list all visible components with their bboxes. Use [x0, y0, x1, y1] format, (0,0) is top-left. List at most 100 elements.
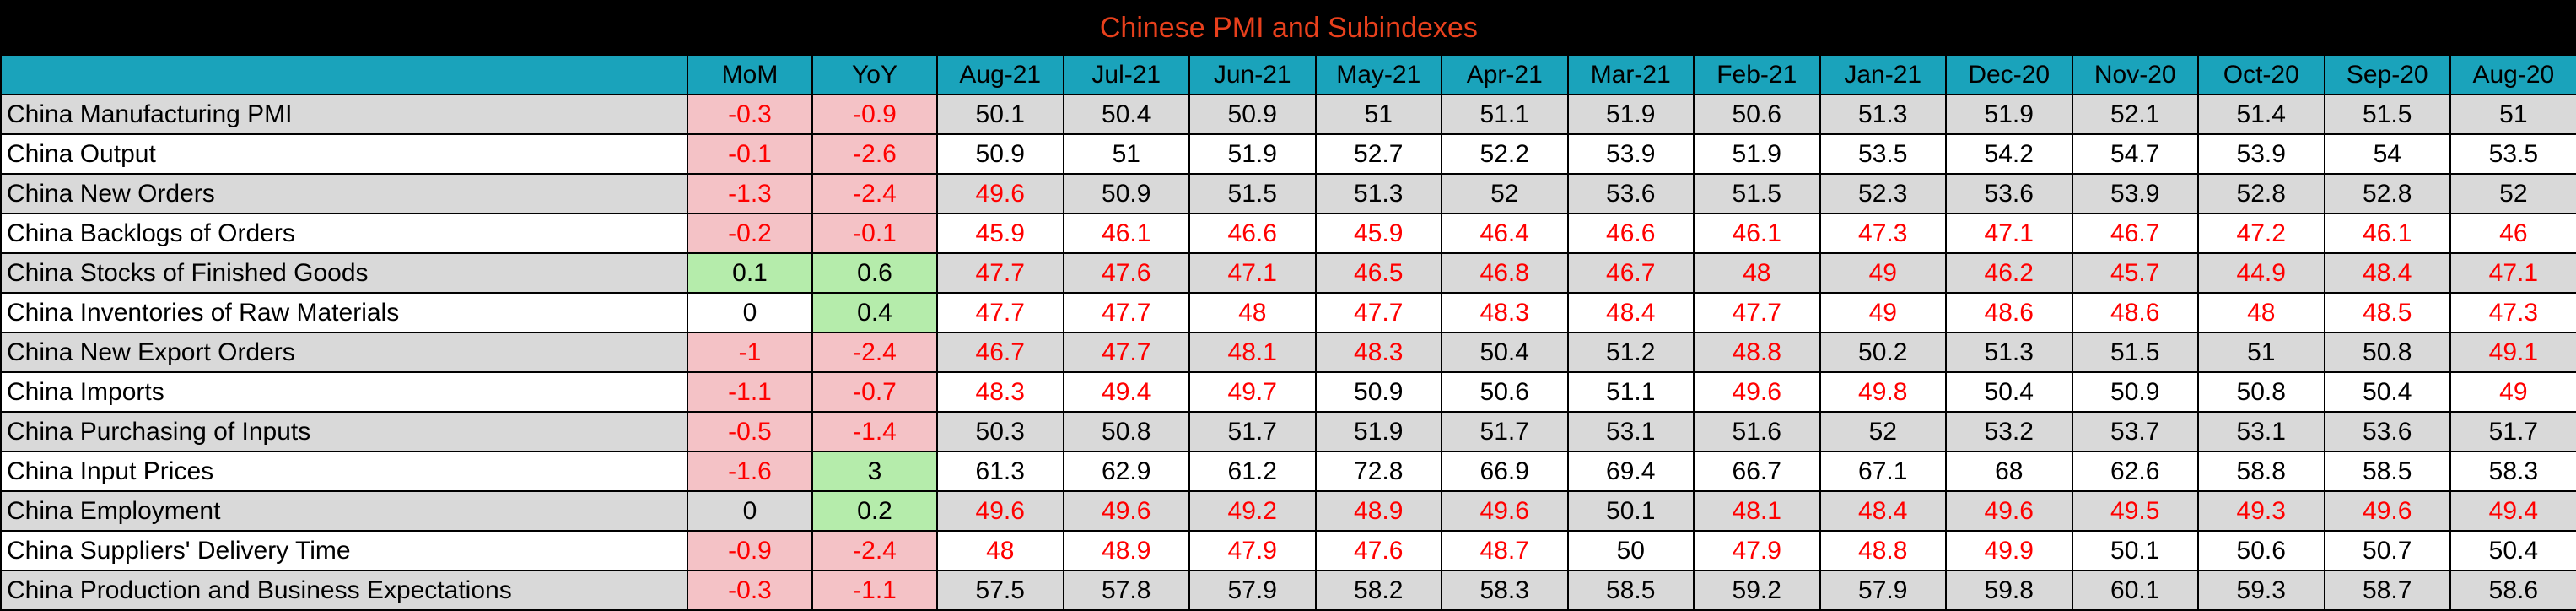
value-cell: 51.7 [2449, 411, 2576, 452]
value-cell: 49.6 [2323, 490, 2451, 532]
value-cell: 49 [1819, 292, 1947, 333]
value-cell: 50.6 [1441, 371, 1569, 413]
table-body: China Manufacturing PMI -0.3 -0.9 50.1 50.4 5… [0, 94, 2576, 611]
value-cell: 48.3 [1314, 332, 1442, 373]
value-cell: 49.6 [936, 490, 1064, 532]
value-cell: 50.7 [2323, 530, 2451, 571]
table-row: China Output -0.1 -2.6 50.9 51 51.9 52.7 52.2 53… [0, 133, 2576, 175]
value-cell: 47.3 [1819, 213, 1947, 254]
value-cell: 53.9 [2071, 173, 2199, 214]
value-cell: 48.4 [1819, 490, 1947, 532]
value-cell: 51.1 [1566, 371, 1695, 413]
row-label: China Suppliers' Delivery Time [0, 530, 688, 571]
value-cell: 50.3 [936, 411, 1064, 452]
column-header: Sep-20 [2323, 54, 2451, 95]
value-cell: 47.6 [1314, 530, 1442, 571]
column-header: Aug-21 [936, 54, 1064, 95]
value-cell: 58.5 [2323, 451, 2451, 492]
value-cell: 58.3 [2449, 451, 2576, 492]
value-cell: 49.6 [936, 173, 1064, 214]
value-cell: 61.2 [1188, 451, 1317, 492]
row-label: China Output [0, 133, 688, 175]
table-row: China Purchasing of Inputs -0.5 -1.4 50.3 50… [0, 411, 2576, 452]
value-cell: 46.5 [1314, 252, 1442, 294]
value-cell: 53.5 [1819, 133, 1947, 175]
row-label: China New Export Orders [0, 332, 688, 373]
value-cell: 50.8 [1062, 411, 1190, 452]
value-cell: 45.9 [1314, 213, 1442, 254]
value-cell: 48 [1188, 292, 1317, 333]
mom-change-cell: -0.3 [687, 94, 813, 135]
value-cell: 54.2 [1945, 133, 2073, 175]
value-cell: 47.2 [2197, 213, 2325, 254]
value-cell: 50.4 [2449, 530, 2576, 571]
value-cell: 48.6 [2071, 292, 2199, 333]
value-cell: 61.3 [936, 451, 1064, 492]
value-cell: 72.8 [1314, 451, 1442, 492]
value-cell: 53.9 [1566, 133, 1695, 175]
row-label: China Imports [0, 371, 688, 413]
value-cell: 46.2 [1945, 252, 2073, 294]
value-cell: 62.6 [2071, 451, 2199, 492]
mom-change-cell: -1.1 [687, 371, 813, 413]
value-cell: 46.8 [1441, 252, 1569, 294]
value-cell: 48.5 [2323, 292, 2451, 333]
value-cell: 50.1 [936, 94, 1064, 135]
column-header-row: MoM YoY Aug-21 Jul-21 Jun-21 May-21 Apr-21 Mar-… [0, 54, 2576, 95]
value-cell: 49 [2449, 371, 2576, 413]
mom-change-cell: -1.3 [687, 173, 813, 214]
column-header: Jul-21 [1062, 54, 1190, 95]
value-cell: 49 [1819, 252, 1947, 294]
value-cell: 49.6 [1693, 371, 1821, 413]
column-header: Feb-21 [1693, 54, 1821, 95]
row-label: China Input Prices [0, 451, 688, 492]
value-cell: 46.1 [2323, 213, 2451, 254]
value-cell: 52 [1819, 411, 1947, 452]
value-cell: 46.6 [1566, 213, 1695, 254]
value-cell: 58.6 [2449, 570, 2576, 611]
value-cell: 46.6 [1188, 213, 1317, 254]
column-header: YoY [811, 54, 938, 95]
row-label: China Purchasing of Inputs [0, 411, 688, 452]
table-row: China Inventories of Raw Materials 0 0.4 47… [0, 292, 2576, 333]
value-cell: 51.1 [1441, 94, 1569, 135]
column-header: Oct-20 [2197, 54, 2325, 95]
value-cell: 48.8 [1693, 332, 1821, 373]
table-row: China Input Prices -1.6 3 61.3 62.9 61.2 72.8 6… [0, 451, 2576, 492]
mom-change-cell: -1 [687, 332, 813, 373]
table-row: China Production and Business Expectatio… [0, 570, 2576, 611]
value-cell: 51.3 [1819, 94, 1947, 135]
table-title: Chinese PMI and Subindexes [0, 0, 2576, 56]
value-cell: 51 [1314, 94, 1442, 135]
table-row: China Manufacturing PMI -0.3 -0.9 50.1 50.4 5… [0, 94, 2576, 135]
value-cell: 48.7 [1441, 530, 1569, 571]
value-cell: 46.7 [1566, 252, 1695, 294]
yoy-change-cell: -2.4 [811, 173, 938, 214]
yoy-change-cell: -1.4 [811, 411, 938, 452]
row-label: China Stocks of Finished Goods [0, 252, 688, 294]
yoy-change-cell: -1.1 [811, 570, 938, 611]
value-cell: 51.9 [1945, 94, 2073, 135]
value-cell: 48.6 [1945, 292, 2073, 333]
value-cell: 50.9 [1314, 371, 1442, 413]
value-cell: 48.3 [1441, 292, 1569, 333]
value-cell: 47.9 [1188, 530, 1317, 571]
row-label: China New Orders [0, 173, 688, 214]
value-cell: 48.1 [1693, 490, 1821, 532]
value-cell: 59.2 [1693, 570, 1821, 611]
value-cell: 48.4 [2323, 252, 2451, 294]
value-cell: 51.9 [1693, 133, 1821, 175]
value-cell: 50.9 [1062, 173, 1190, 214]
column-header-label [0, 54, 688, 95]
value-cell: 53.6 [1566, 173, 1695, 214]
value-cell: 57.5 [936, 570, 1064, 611]
column-header: MoM [687, 54, 813, 95]
value-cell: 46.1 [1693, 213, 1821, 254]
column-header: Aug-20 [2449, 54, 2576, 95]
column-header: Dec-20 [1945, 54, 2073, 95]
value-cell: 52.8 [2197, 173, 2325, 214]
yoy-change-cell: 0.2 [811, 490, 938, 532]
value-cell: 51.2 [1566, 332, 1695, 373]
